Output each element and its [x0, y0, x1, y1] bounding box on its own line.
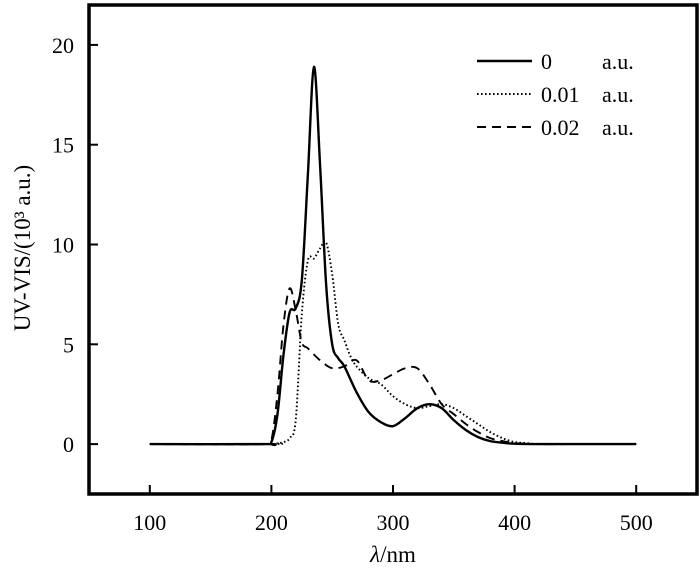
legend-unit-0: a.u. — [602, 49, 634, 74]
legend: 0 a.u. 0.01 a.u. 0.02 a.u. — [477, 49, 634, 140]
x-tick-label-400: 400 — [498, 510, 531, 535]
y-tick-label-15: 15 — [52, 133, 74, 158]
x-tick-label-500: 500 — [620, 510, 653, 535]
legend-label-1: 0.01 — [541, 82, 580, 107]
legend-unit-2: a.u. — [602, 115, 634, 140]
y-tick-label-20: 20 — [52, 33, 74, 58]
y-tick-label-5: 5 — [63, 332, 74, 357]
y-tick-label-0: 0 — [63, 432, 74, 457]
y-tick-label-10: 10 — [52, 233, 74, 258]
legend-label-0: 0 — [541, 49, 552, 74]
ticks-layer: 100 200 300 400 500 0 5 10 15 20 — [52, 33, 653, 535]
y-axis-title: UV-VIS/(10³ a.u.) — [10, 165, 35, 331]
series-line-1 — [149, 240, 637, 446]
x-axis-title-unit: /nm — [380, 542, 416, 567]
series-line-0 — [149, 65, 637, 447]
x-axis-title-symbol: λ — [369, 542, 380, 567]
legend-unit-1: a.u. — [602, 82, 634, 107]
legend-label-2: 0.02 — [541, 115, 580, 140]
series-line-2 — [149, 287, 637, 446]
x-tick-label-300: 300 — [377, 510, 410, 535]
x-tick-label-100: 100 — [133, 510, 166, 535]
x-axis-title: λ/nm — [369, 542, 416, 567]
x-tick-label-200: 200 — [255, 510, 288, 535]
plot-frame — [87, 3, 699, 496]
series-layer — [149, 65, 637, 447]
